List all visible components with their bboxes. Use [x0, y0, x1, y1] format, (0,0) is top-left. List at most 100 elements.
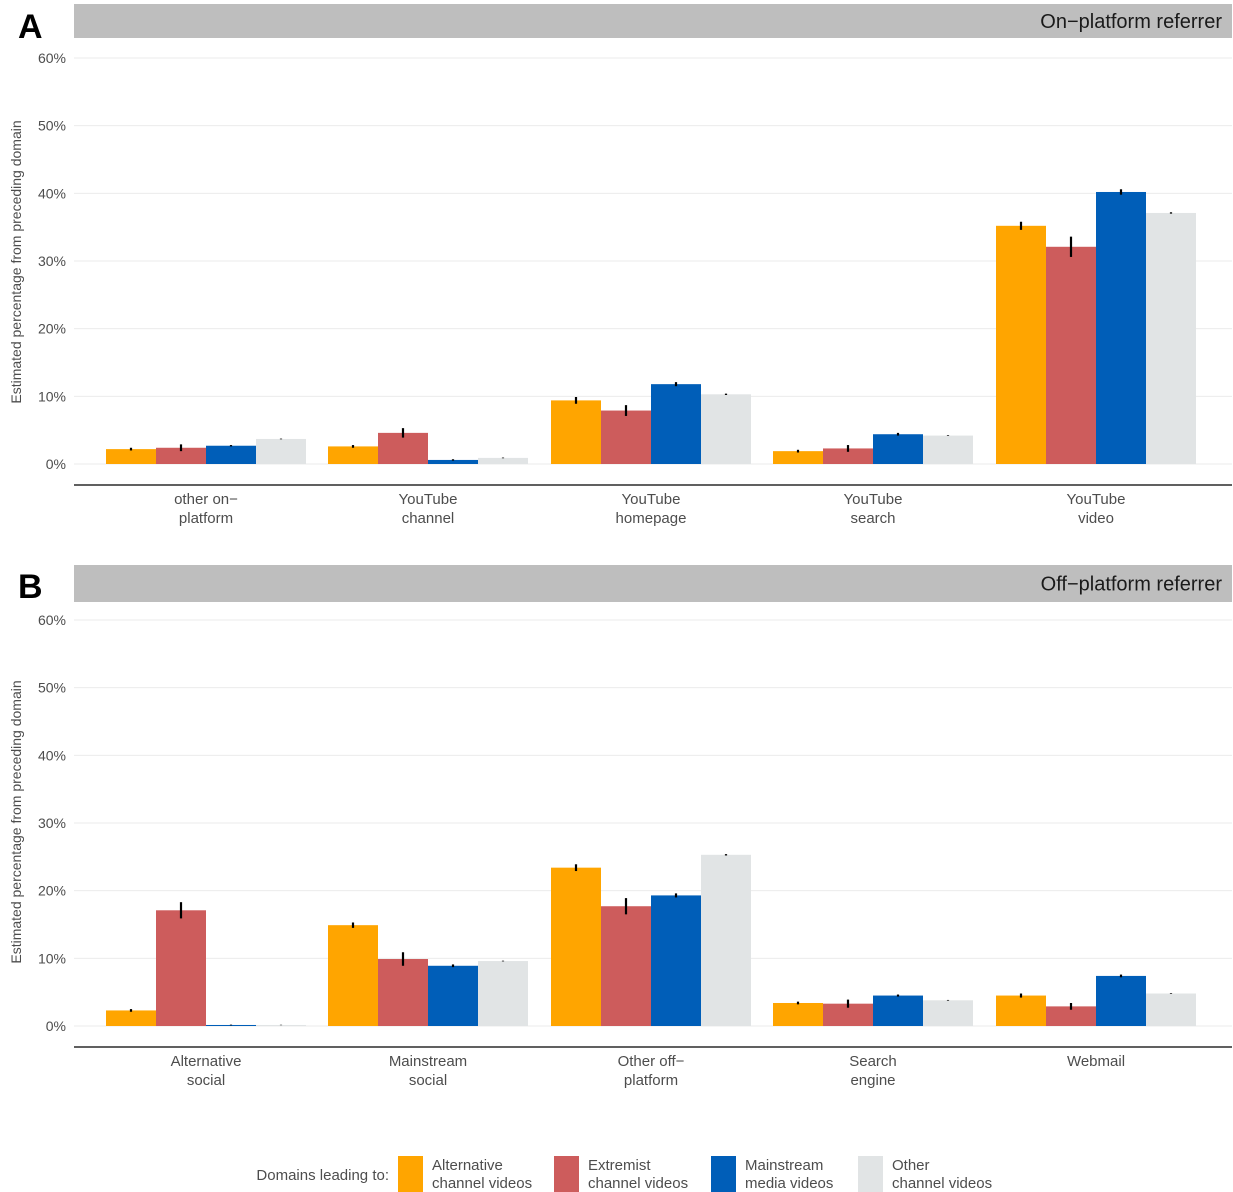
y-tick-label: 50%	[38, 680, 66, 696]
bar	[156, 447, 206, 464]
y-tick-label: 60%	[38, 50, 66, 66]
x-tick-label-line: Webmail	[1067, 1053, 1125, 1070]
bar	[1046, 246, 1096, 464]
x-tick-label-line: channel	[402, 510, 455, 527]
x-tick-label: Search engine	[849, 1053, 897, 1089]
bar	[328, 925, 378, 1026]
bar	[996, 995, 1046, 1026]
bar	[823, 448, 873, 464]
bar	[996, 225, 1046, 464]
x-tick-label-line: YouTube	[399, 491, 458, 508]
x-tick-label-line: platform	[179, 510, 233, 527]
x-tick-label-line: video	[1078, 510, 1114, 527]
panel-b: Off−platform referrer B 0% 10% 20% 30% 40% 50% 6…	[8, 565, 1232, 1089]
legend-swatch	[398, 1156, 423, 1192]
bar	[1096, 975, 1146, 1026]
x-tick-label-line: social	[409, 1072, 447, 1089]
legend: Domains leading to:Alternative channel vi…	[256, 1156, 992, 1192]
legend-swatch	[711, 1156, 736, 1192]
legend-label-line: channel videos	[432, 1175, 532, 1192]
x-tick-label-line: homepage	[616, 510, 687, 527]
bar	[873, 434, 923, 464]
x-tick-label-line: search	[850, 510, 895, 527]
strip-title: Off−platform referrer	[1041, 574, 1223, 596]
bar	[551, 400, 601, 464]
x-tick-label: YouTube homepage	[616, 491, 687, 527]
panel-letter: B	[18, 568, 43, 606]
x-tick-label: YouTube search	[844, 491, 903, 527]
legend-label: Other channel videos	[892, 1157, 992, 1192]
bar	[428, 459, 478, 464]
bar	[256, 438, 306, 464]
legend-label-line: Alternative	[432, 1157, 503, 1174]
bar	[206, 1024, 256, 1026]
y-tick-label: 40%	[38, 185, 66, 201]
bar	[601, 906, 651, 1026]
legend-label-line: Mainstream	[745, 1157, 823, 1174]
bar	[1146, 212, 1196, 464]
bar	[923, 1000, 973, 1026]
bar	[1096, 191, 1146, 465]
bar	[156, 910, 206, 1026]
x-tick-label-line: YouTube	[1067, 491, 1126, 508]
x-tick-label: Other off− platform	[618, 1053, 685, 1089]
bar	[651, 895, 701, 1026]
bar	[551, 867, 601, 1026]
bar	[106, 449, 156, 464]
bar	[773, 1002, 823, 1026]
bar	[478, 961, 528, 1026]
bar	[823, 1003, 873, 1026]
x-tick-label: YouTube video	[1067, 491, 1126, 527]
y-tick-label: 40%	[38, 747, 66, 763]
x-tick-label-line: Alternative	[171, 1053, 242, 1070]
y-tick-label: 20%	[38, 883, 66, 899]
x-tick-label-line: platform	[624, 1072, 678, 1089]
y-tick-label: 0%	[46, 456, 66, 472]
x-tick-label-line: Mainstream	[389, 1053, 467, 1070]
bar	[873, 995, 923, 1026]
x-tick-label-line: YouTube	[844, 491, 903, 508]
y-tick-label: 30%	[38, 815, 66, 831]
bar	[478, 457, 528, 464]
y-tick-label: 0%	[46, 1018, 66, 1034]
legend-swatch	[554, 1156, 579, 1192]
bar	[1146, 993, 1196, 1026]
y-tick-label: 20%	[38, 321, 66, 337]
y-tick-label: 30%	[38, 253, 66, 269]
x-tick-label-line: YouTube	[622, 491, 681, 508]
bar	[428, 965, 478, 1026]
legend-label: Mainstream media videos	[745, 1157, 833, 1192]
y-tick-label: 10%	[38, 950, 66, 966]
legend-label-line: Other	[892, 1157, 930, 1174]
x-tick-label: Webmail	[1067, 1053, 1125, 1070]
panel-letter: A	[18, 8, 43, 46]
bar	[106, 1010, 156, 1026]
y-axis-label: Estimated percentage from preceding doma…	[8, 120, 24, 403]
x-tick-label-line: other on−	[174, 491, 238, 508]
bar	[773, 451, 823, 464]
y-axis-label: Estimated percentage from preceding doma…	[8, 680, 24, 963]
legend-label-line: Extremist	[588, 1157, 651, 1174]
bar	[1046, 1006, 1096, 1026]
legend-label-line: channel videos	[892, 1175, 992, 1192]
x-tick-label: Mainstream social	[389, 1053, 467, 1089]
legend-title: Domains leading to:	[256, 1167, 389, 1184]
x-tick-label-line: engine	[850, 1072, 895, 1089]
bar	[651, 384, 701, 464]
bar	[923, 435, 973, 464]
y-tick-label: 10%	[38, 388, 66, 404]
bar	[601, 410, 651, 464]
strip-background	[74, 565, 1232, 602]
bar	[256, 1024, 306, 1026]
x-tick-label-line: Other off−	[618, 1053, 685, 1070]
bar	[328, 446, 378, 464]
y-tick-label: 50%	[38, 118, 66, 134]
y-tick-label: 60%	[38, 612, 66, 628]
strip-background	[74, 4, 1232, 38]
legend-label-line: media videos	[745, 1175, 833, 1192]
bar	[378, 959, 428, 1026]
legend-label-line: channel videos	[588, 1175, 688, 1192]
strip-title: On−platform referrer	[1040, 11, 1222, 33]
x-tick-label-line: social	[187, 1072, 225, 1089]
